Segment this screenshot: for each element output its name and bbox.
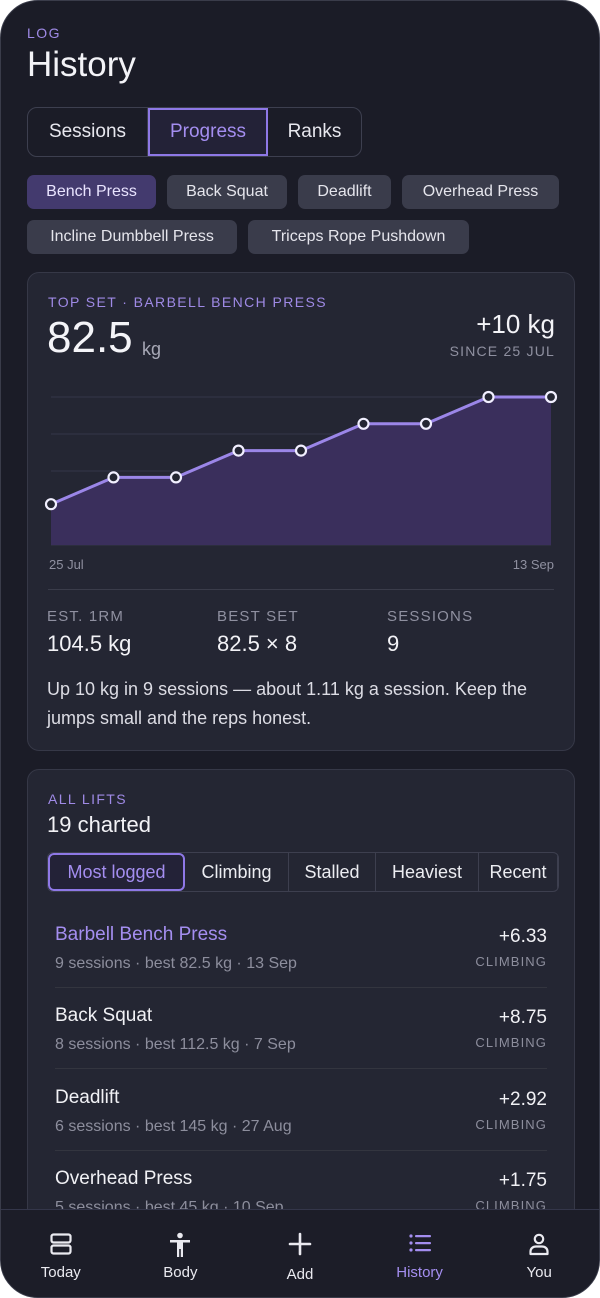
- chart-point: [294, 444, 308, 457]
- lift-trend-tag: CLIMBING: [475, 1117, 547, 1132]
- filter-climbing[interactable]: Climbing: [185, 853, 289, 891]
- nav-body[interactable]: Body: [121, 1210, 241, 1297]
- all-lifts-title: 19 charted: [47, 812, 151, 837]
- list-item[interactable]: Back Squat 8 sessions · best 112.5 kg · …: [55, 1005, 547, 1085]
- tab-ranks[interactable]: Ranks: [287, 121, 342, 142]
- lift-name: Deadlift: [55, 1087, 120, 1108]
- lift-meta: 9 sessions · best 82.5 kg · 13 Sep: [55, 955, 297, 972]
- filter-most-logged[interactable]: Most logged: [48, 853, 185, 891]
- nav-today[interactable]: Today: [1, 1210, 121, 1297]
- nav-add[interactable]: Add: [240, 1210, 360, 1297]
- chip-overhead-press[interactable]: Overhead Press: [402, 175, 559, 209]
- lift-trend-value: +8.75: [498, 1007, 547, 1028]
- chip-triceps-rope-pushdown[interactable]: Triceps Rope Pushdown: [248, 220, 469, 254]
- lift-name: Overhead Press: [55, 1168, 193, 1189]
- filter-recent[interactable]: Recent: [479, 853, 558, 891]
- nav-add-label: Add: [286, 1266, 314, 1283]
- chip-back-squat[interactable]: Back Squat: [167, 175, 287, 209]
- progress-summary: Up 10 kg in 9 sessions — about 1.11 kg a…: [47, 679, 527, 728]
- chart-area: [51, 397, 551, 545]
- progress-eyebrow: TOP SET · BARBELL BENCH PRESS: [48, 294, 327, 310]
- view-tabs: Sessions Progress Ranks: [27, 107, 362, 157]
- chart-point: [482, 390, 495, 404]
- lift-trend-value: +1.75: [498, 1170, 547, 1191]
- lift-trend-value: +2.92: [498, 1089, 547, 1110]
- stat-est-1rm-label: EST. 1RM: [47, 608, 125, 625]
- chip-bench-press[interactable]: Bench Press: [27, 175, 156, 209]
- page-title: History: [27, 45, 136, 84]
- nav-you[interactable]: You: [479, 1210, 599, 1297]
- chip-incline-dumbbell-press[interactable]: Incline Dumbbell Press: [27, 220, 237, 254]
- lift-meta: 6 sessions · best 145 kg · 27 Aug: [55, 1118, 292, 1135]
- chart-point: [544, 390, 558, 404]
- all-lifts-eyebrow: ALL LIFTS: [48, 791, 127, 807]
- chart-point: [44, 498, 58, 511]
- lift-filter-tabs: Most logged Climbing Stalled Heaviest Re…: [47, 852, 559, 892]
- nav-you-label: You: [526, 1264, 552, 1281]
- lift-name: Barbell Bench Press: [55, 924, 228, 945]
- top-set-value: 82.5: [47, 313, 133, 362]
- chart-point: [232, 444, 245, 457]
- stat-sessions-label: SESSIONS: [387, 608, 474, 625]
- plus-icon: [288, 1232, 312, 1256]
- chart-point: [357, 417, 370, 430]
- stat-best-set-value: 82.5 × 8: [217, 631, 298, 656]
- chart-end-label: 13 Sep: [512, 557, 554, 572]
- list-icon: [408, 1234, 431, 1252]
- lift-name: Back Squat: [55, 1005, 153, 1026]
- progress-since: SINCE 25 JUL: [449, 343, 555, 359]
- page-eyebrow: LOG: [27, 25, 62, 41]
- stat-best-set-label: BEST SET: [217, 608, 299, 625]
- progress-card: TOP SET · BARBELL BENCH PRESS 82.5 kg +1…: [27, 272, 575, 751]
- lift-trend-tag: CLIMBING: [475, 954, 547, 969]
- card-divider: [48, 589, 554, 590]
- chart-point: [107, 471, 120, 484]
- bottom-nav: Today Body Add History: [1, 1209, 599, 1297]
- filter-stalled[interactable]: Stalled: [289, 853, 376, 891]
- tab-sessions[interactable]: Sessions: [28, 108, 148, 156]
- user-icon: [529, 1233, 549, 1256]
- lift-meta: 8 sessions · best 112.5 kg · 7 Sep: [55, 1036, 296, 1053]
- chip-deadlift[interactable]: Deadlift: [298, 175, 391, 209]
- lift-trend-tag: CLIMBING: [475, 1035, 547, 1050]
- lift-trend-value: +6.33: [498, 926, 547, 947]
- progress-chart: [44, 390, 558, 546]
- nav-today-label: Today: [40, 1264, 81, 1281]
- list-divider: [55, 987, 547, 988]
- progress-delta: +10 kg: [476, 309, 555, 339]
- stat-est-1rm-value: 104.5 kg: [47, 631, 132, 656]
- all-lifts-card: ALL LIFTS 19 charted Most logged Climbin…: [27, 769, 575, 1231]
- nav-history-label: History: [396, 1264, 443, 1281]
- chart-point: [419, 417, 433, 430]
- nav-body-label: Body: [163, 1264, 198, 1281]
- tab-progress[interactable]: Progress: [148, 108, 268, 156]
- filter-heaviest[interactable]: Heaviest: [376, 853, 479, 891]
- nav-history[interactable]: History: [360, 1210, 480, 1297]
- body-icon: [170, 1232, 191, 1257]
- list-item[interactable]: Barbell Bench Press 9 sessions · best 82…: [55, 924, 547, 1004]
- stat-sessions-value: 9: [387, 631, 400, 656]
- list-divider: [55, 1068, 547, 1069]
- top-set-unit: kg: [142, 339, 162, 359]
- chart-point: [169, 471, 183, 484]
- list-item[interactable]: Deadlift 6 sessions · best 145 kg · 27 A…: [55, 1087, 547, 1167]
- today-icon: [50, 1233, 72, 1255]
- chart-start-label: 25 Jul: [49, 557, 84, 572]
- list-divider: [55, 1150, 547, 1151]
